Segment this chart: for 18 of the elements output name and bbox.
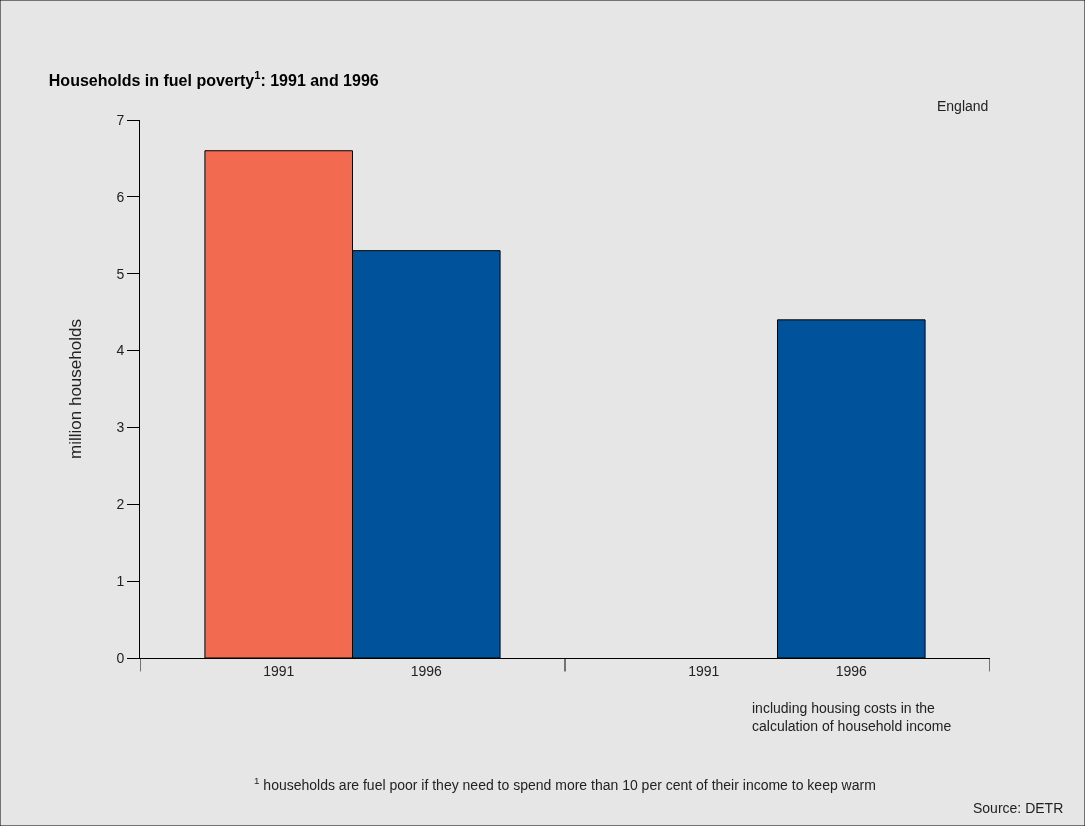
text: $^{1}$ households are fuel poor if they need to spend more than 10 per cent of their income to keep warm [254,775,876,793]
y-axis-title: million households [65,319,85,459]
y-tick-label: 4 [116,342,125,359]
source-note: Source: DETR [973,800,1064,816]
x-tick-label: 1991 [263,662,295,679]
text: including housing costs in the calculation of household income [752,700,952,735]
x-tick-label: 1996 [410,662,443,679]
y-tick-label: 6 [116,188,125,205]
y-tick-label: 0 [116,649,125,666]
x-tick-label: 1996 [835,662,868,679]
text: England [937,98,989,114]
y-tick-label: 7 [116,111,125,128]
y-tick-label: 2 [116,496,125,513]
x-tick-label: 1991 [688,662,720,679]
chart-title: Households in fuel poverty$^{1}$: 1991 and 1996 [48,69,379,90]
y-tick-label: 1 [116,573,125,590]
y-tick-label: 5 [116,265,125,282]
y-tick-label: 3 [116,419,125,436]
